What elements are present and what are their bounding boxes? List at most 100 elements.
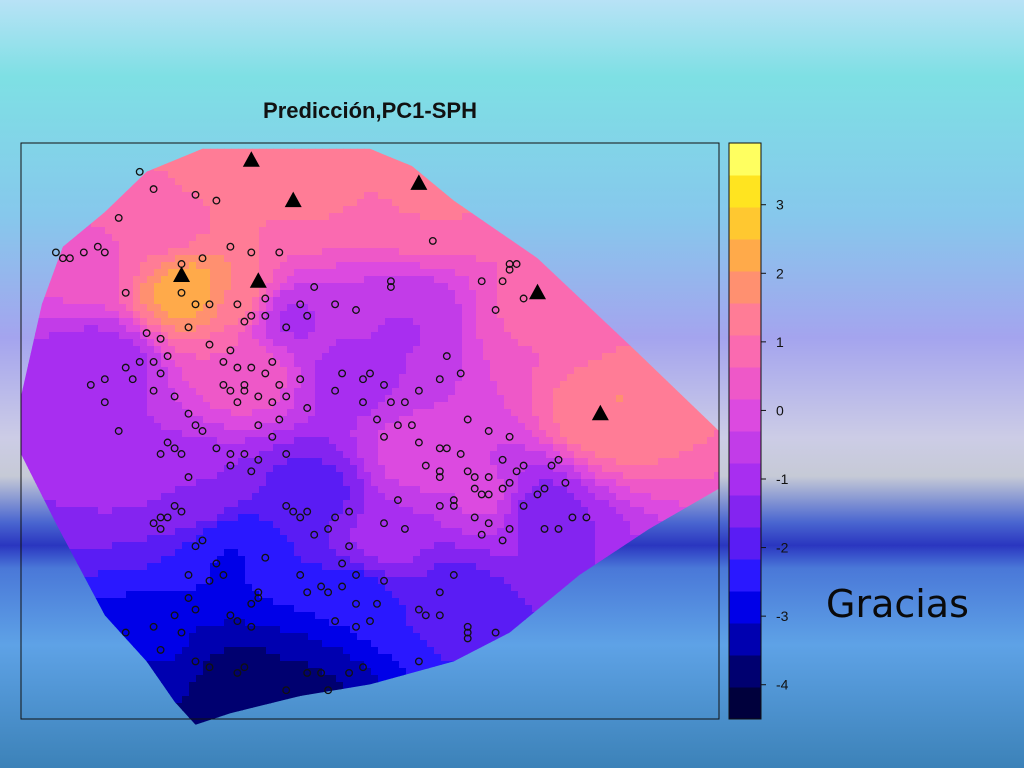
heat-cell xyxy=(343,220,351,228)
heat-cell xyxy=(287,472,295,480)
heat-cell xyxy=(455,290,463,298)
heat-cell xyxy=(378,444,386,452)
heat-cell xyxy=(182,157,190,165)
heat-cell xyxy=(294,360,302,368)
heat-cell xyxy=(518,409,526,417)
heat-cell xyxy=(147,402,155,410)
heat-cell xyxy=(455,283,463,291)
heat-cell xyxy=(112,437,120,445)
heat-cell xyxy=(238,353,246,361)
heat-cell xyxy=(399,269,407,277)
heat-cell xyxy=(392,486,400,494)
heat-cell xyxy=(42,381,50,389)
heat-cell xyxy=(651,381,659,389)
heat-cell xyxy=(392,269,400,277)
heat-cell xyxy=(245,164,253,172)
heat-cell xyxy=(413,423,421,431)
heat-cell xyxy=(420,451,428,459)
heat-cell xyxy=(385,486,393,494)
heat-cell xyxy=(378,395,386,403)
heat-cell xyxy=(483,346,491,354)
heat-cell xyxy=(301,339,309,347)
heat-cell xyxy=(84,423,92,431)
heat-cell xyxy=(196,311,204,319)
heat-cell xyxy=(602,423,610,431)
heat-cell xyxy=(238,283,246,291)
heat-cell xyxy=(637,472,645,480)
heat-cell xyxy=(63,241,71,249)
heat-cell xyxy=(343,283,351,291)
heat-cell xyxy=(252,199,260,207)
heat-cell xyxy=(161,346,169,354)
heat-cell xyxy=(203,444,211,452)
heat-cell xyxy=(490,409,498,417)
heat-cell xyxy=(560,437,568,445)
heat-cell xyxy=(294,346,302,354)
heat-cell xyxy=(539,395,547,403)
heat-cell xyxy=(98,220,106,228)
heat-cell xyxy=(140,269,148,277)
heat-cell xyxy=(455,451,463,459)
heat-cell xyxy=(126,248,134,256)
heat-cell xyxy=(497,465,505,473)
heat-cell xyxy=(245,346,253,354)
heat-cell xyxy=(266,297,274,305)
heat-cell xyxy=(525,381,533,389)
heat-cell xyxy=(126,192,134,200)
heat-cell xyxy=(280,248,288,256)
heat-cell xyxy=(518,290,526,298)
heat-cell xyxy=(161,409,169,417)
heat-cell xyxy=(490,388,498,396)
heat-cell xyxy=(49,437,57,445)
heat-cell xyxy=(287,479,295,487)
heat-cell xyxy=(406,178,414,186)
heat-cell xyxy=(224,458,232,466)
heat-cell xyxy=(161,423,169,431)
heat-cell xyxy=(658,409,666,417)
heat-cell xyxy=(56,381,64,389)
heat-cell xyxy=(560,458,568,466)
heat-cell xyxy=(294,248,302,256)
heat-cell xyxy=(238,437,246,445)
heat-cell xyxy=(399,311,407,319)
heat-cell xyxy=(371,486,379,494)
heat-cell xyxy=(287,171,295,179)
heat-cell xyxy=(511,458,519,466)
heat-cell xyxy=(364,178,372,186)
heat-cell xyxy=(623,388,631,396)
heat-cell xyxy=(644,423,652,431)
heat-cell xyxy=(392,437,400,445)
heat-cell xyxy=(203,409,211,417)
heat-cell xyxy=(651,402,659,410)
heat-cell xyxy=(644,451,652,459)
heat-cell xyxy=(525,346,533,354)
heat-cell xyxy=(616,444,624,452)
heat-cell xyxy=(182,381,190,389)
heat-cell xyxy=(560,367,568,375)
heat-cell xyxy=(280,311,288,319)
heat-cell xyxy=(574,367,582,375)
heat-cell xyxy=(133,472,141,480)
heat-cell xyxy=(238,185,246,193)
heat-cell xyxy=(112,416,120,424)
heat-cell xyxy=(392,304,400,312)
heat-cell xyxy=(287,332,295,340)
heat-cell xyxy=(518,276,526,284)
heat-cell xyxy=(434,269,442,277)
heat-cell xyxy=(238,360,246,368)
heat-cell xyxy=(371,150,379,158)
heat-cell xyxy=(322,150,330,158)
heat-cell xyxy=(119,486,127,494)
heat-cell xyxy=(427,430,435,438)
heat-cell xyxy=(273,325,281,333)
heat-cell xyxy=(357,465,365,473)
heat-cell xyxy=(161,486,169,494)
heat-cell xyxy=(672,437,680,445)
heat-cell xyxy=(259,311,267,319)
heat-cell xyxy=(518,444,526,452)
heat-cell xyxy=(49,486,57,494)
heat-cell xyxy=(483,465,491,473)
heat-cell xyxy=(217,465,225,473)
heat-cell xyxy=(294,451,302,459)
heat-cell xyxy=(350,185,358,193)
